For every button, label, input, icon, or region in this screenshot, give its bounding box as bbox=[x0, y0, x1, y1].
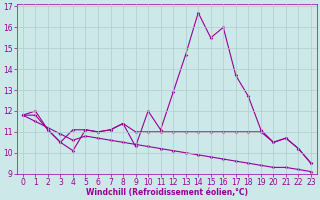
X-axis label: Windchill (Refroidissement éolien,°C): Windchill (Refroidissement éolien,°C) bbox=[86, 188, 248, 197]
